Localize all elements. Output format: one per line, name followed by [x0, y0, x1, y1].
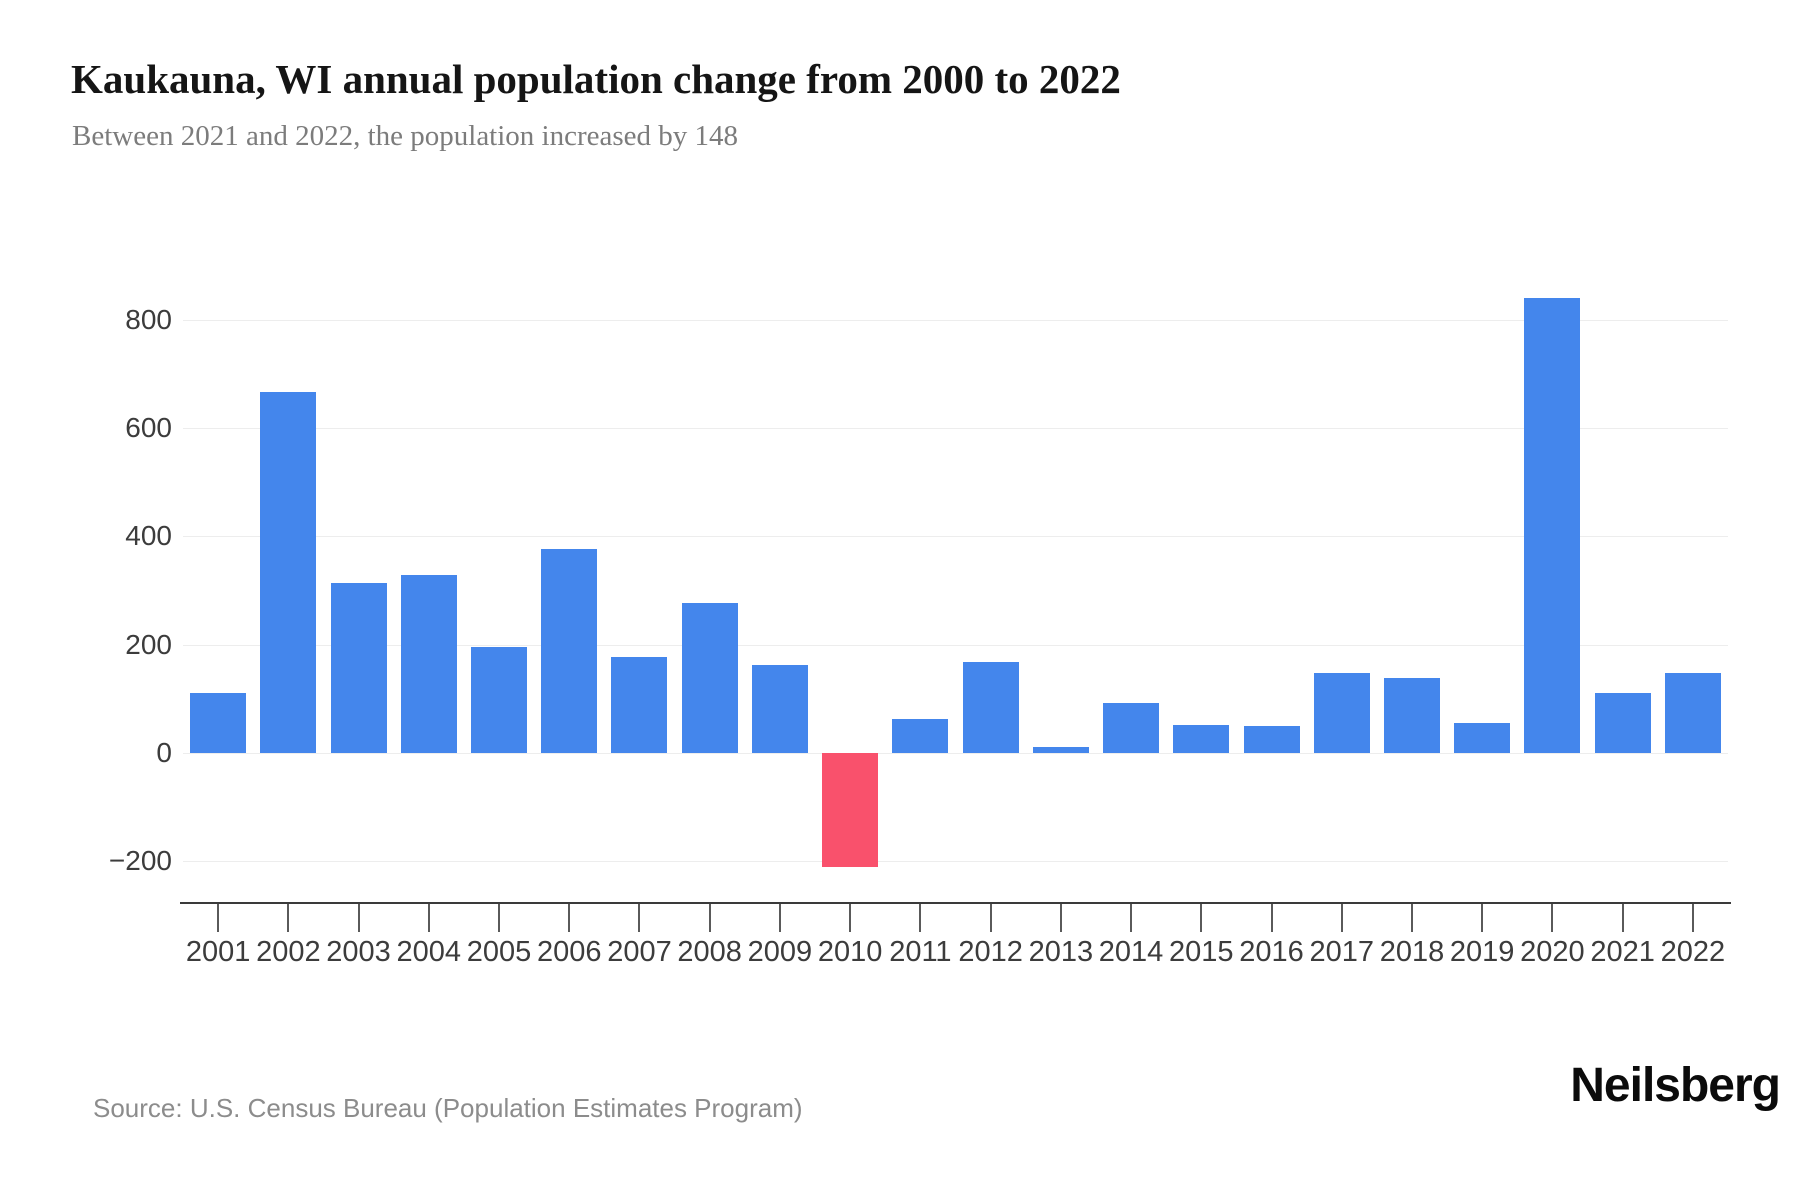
x-axis-label-2022: 2022	[1660, 936, 1726, 968]
x-tick-2019	[1481, 904, 1484, 932]
bar-2001[interactable]	[190, 693, 247, 753]
bar-2019[interactable]	[1454, 723, 1511, 753]
bar-2005[interactable]	[471, 646, 528, 753]
x-axis-label-2007: 2007	[607, 936, 672, 968]
bar-2009[interactable]	[751, 665, 808, 753]
x-axis-label-2018: 2018	[1379, 936, 1445, 968]
gridline-600	[183, 428, 1728, 430]
bar-2003[interactable]	[330, 582, 387, 753]
x-axis-line	[180, 902, 1731, 904]
x-axis-label-2017: 2017	[1309, 936, 1374, 968]
x-axis-label-2013: 2013	[1028, 936, 1094, 968]
y-axis-label--200: −200	[108, 845, 172, 877]
y-axis-label-400: 400	[125, 520, 172, 552]
bar-2006[interactable]	[541, 548, 598, 753]
y-axis-label-200: 200	[125, 628, 172, 660]
bar-2011[interactable]	[892, 718, 949, 753]
x-tick-2005	[498, 904, 501, 932]
bar-2021[interactable]	[1594, 692, 1651, 753]
bar-2012[interactable]	[962, 662, 1019, 753]
x-axis-label-2006: 2006	[536, 936, 602, 968]
x-tick-2012	[989, 904, 992, 932]
neilsberg-logo[interactable]: Neilsberg	[1570, 1059, 1781, 1112]
x-tick-2014	[1130, 904, 1133, 932]
x-axis-label-2015: 2015	[1169, 936, 1234, 968]
x-tick-2010	[849, 904, 852, 932]
bar-2014[interactable]	[1103, 703, 1160, 753]
x-axis-label-2005: 2005	[466, 936, 532, 968]
chart-subtitle: Between 2021 and 2022, the population in…	[72, 120, 739, 152]
x-tick-2009	[778, 904, 781, 932]
x-tick-2008	[708, 904, 711, 932]
bar-2007[interactable]	[611, 656, 668, 753]
x-axis-label-2003: 2003	[326, 936, 391, 968]
y-axis-label-600: 600	[125, 412, 172, 444]
bar-2018[interactable]	[1383, 677, 1440, 753]
gridline--200	[183, 861, 1728, 863]
x-tick-2004	[427, 904, 430, 932]
x-axis-label-2004: 2004	[396, 936, 462, 968]
x-tick-2018	[1410, 904, 1413, 932]
x-axis-label-2014: 2014	[1098, 936, 1164, 968]
page-title: Kaukauna, WI annual population change fr…	[71, 56, 1121, 102]
bar-2022[interactable]	[1664, 672, 1721, 753]
x-axis-label-2001: 2001	[185, 936, 251, 968]
x-tick-2021	[1621, 904, 1624, 932]
x-axis-label-2020: 2020	[1520, 936, 1585, 968]
x-tick-2007	[638, 904, 641, 932]
x-axis-label-2008: 2008	[677, 936, 742, 968]
bar-2016[interactable]	[1243, 725, 1300, 753]
x-tick-2002	[287, 904, 290, 932]
source-text: Source: U.S. Census Bureau (Population E…	[93, 1093, 803, 1123]
x-tick-2003	[357, 904, 360, 932]
x-tick-2017	[1340, 904, 1343, 932]
x-tick-2006	[568, 904, 571, 932]
x-axis-label-2002: 2002	[256, 936, 321, 968]
x-tick-2013	[1059, 904, 1062, 932]
bar-2004[interactable]	[400, 574, 457, 753]
y-axis-label-800: 800	[125, 303, 172, 335]
x-axis-label-2021: 2021	[1590, 936, 1655, 968]
bar-2010[interactable]	[822, 753, 879, 867]
x-tick-2001	[217, 904, 220, 932]
gridline-200	[183, 644, 1728, 646]
x-axis-label-2011: 2011	[889, 936, 952, 968]
bar-2015[interactable]	[1173, 724, 1230, 753]
x-axis-label-2016: 2016	[1239, 936, 1304, 968]
x-axis-label-2019: 2019	[1449, 936, 1515, 968]
x-tick-2011	[919, 904, 922, 932]
bar-2002[interactable]	[260, 391, 317, 753]
x-axis-label-2012: 2012	[958, 936, 1023, 968]
x-tick-2022	[1691, 904, 1694, 932]
gridline-0	[183, 753, 1728, 754]
bar-2008[interactable]	[681, 603, 738, 753]
x-tick-2016	[1270, 904, 1273, 932]
x-axis-label-2009: 2009	[747, 936, 813, 968]
bar-chart: −200 0 200 400 600 800 2001 2002 2003 2004 2005 200…	[108, 298, 1731, 968]
x-tick-2020	[1551, 904, 1554, 932]
gridline-800	[183, 319, 1728, 321]
y-axis-label-0: 0	[156, 737, 172, 768]
bar-2013[interactable]	[1032, 747, 1089, 753]
bar-2020[interactable]	[1524, 298, 1581, 753]
x-axis-label-2010: 2010	[817, 936, 883, 968]
bar-2017[interactable]	[1313, 672, 1370, 753]
x-tick-2015	[1200, 904, 1203, 932]
gridline-400	[183, 536, 1728, 538]
